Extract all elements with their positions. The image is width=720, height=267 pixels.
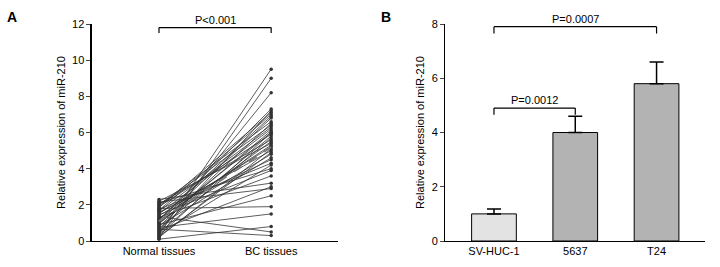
svg-text:6: 6 — [432, 72, 438, 84]
svg-text:Relative expression of miR-210: Relative expression of miR-210 — [55, 56, 67, 209]
svg-text:BC tissues: BC tissues — [245, 245, 298, 257]
svg-text:4: 4 — [78, 163, 84, 175]
svg-text:6: 6 — [78, 126, 84, 138]
svg-text:8: 8 — [78, 90, 84, 102]
svg-text:T24: T24 — [647, 245, 666, 257]
svg-text:2: 2 — [78, 199, 84, 211]
svg-text:4: 4 — [432, 126, 438, 138]
svg-text:B: B — [381, 9, 391, 25]
svg-text:10: 10 — [72, 54, 84, 66]
svg-text:0: 0 — [432, 235, 438, 247]
svg-text:8: 8 — [432, 18, 438, 30]
svg-text:A: A — [7, 9, 17, 25]
svg-text:12: 12 — [72, 18, 84, 30]
svg-text:P=0.0007: P=0.0007 — [552, 13, 599, 25]
svg-text:5637: 5637 — [563, 245, 587, 257]
svg-text:2: 2 — [432, 181, 438, 193]
svg-text:Normal tissues: Normal tissues — [123, 245, 196, 257]
svg-text:P<0.001: P<0.001 — [195, 14, 236, 26]
svg-text:0: 0 — [78, 235, 84, 247]
svg-text:P=0.0012: P=0.0012 — [511, 94, 558, 106]
svg-text:SV-HUC-1: SV-HUC-1 — [468, 245, 519, 257]
svg-text:Relative expression of miR-210: Relative expression of miR-210 — [414, 56, 426, 209]
